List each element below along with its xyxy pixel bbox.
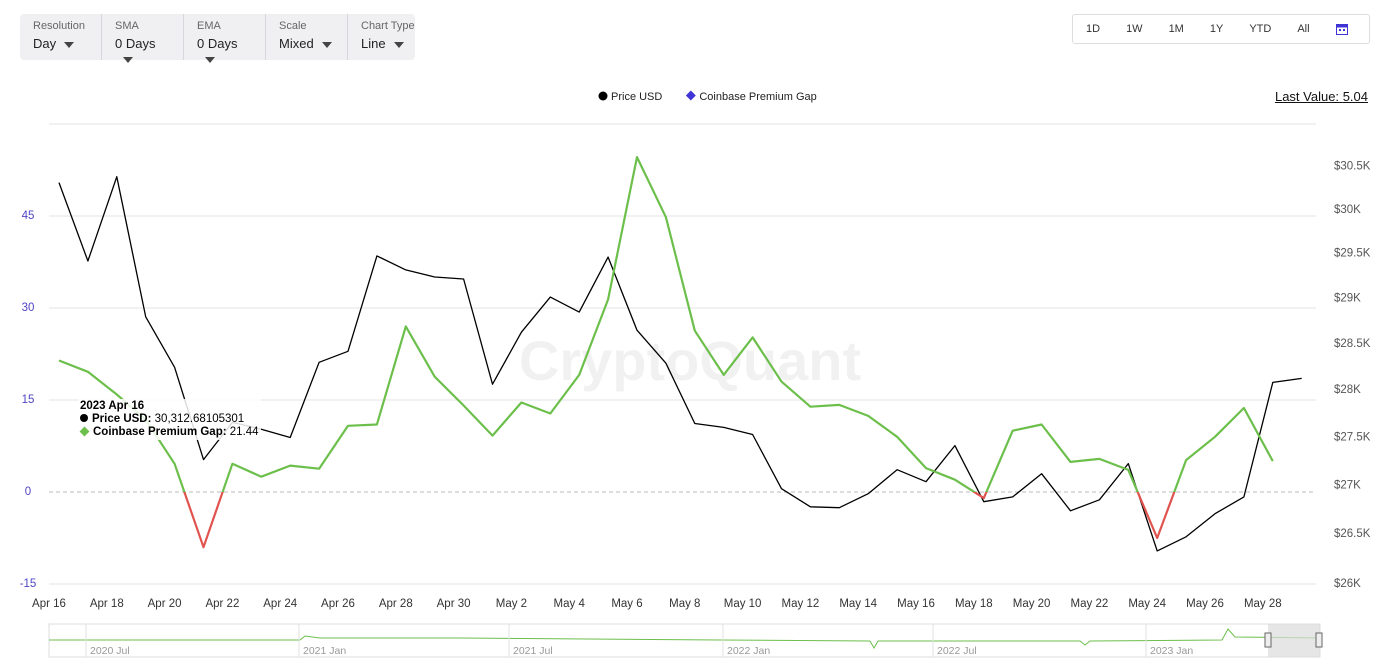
control-group[interactable]: Resolution Day	[20, 14, 102, 60]
tooltip-row: Coinbase Premium Gap 21.44	[79, 426, 259, 439]
legend-label: Price USD	[611, 91, 662, 103]
y2-tick-label: $28.5K	[1334, 338, 1371, 350]
navigator-handle[interactable]	[1264, 632, 1272, 648]
x-tick-label: May 28	[1244, 598, 1282, 610]
series-line	[58, 156, 1274, 549]
range-selector: 1D 1W 1M 1Y YTD All	[1072, 14, 1370, 44]
legend-label: Coinbase Premium Gap	[699, 91, 816, 103]
y2-tick-label: $27K	[1334, 479, 1361, 491]
navigator-label: 2021 Jul	[513, 645, 553, 657]
control-label: SMA	[115, 20, 139, 32]
control-group[interactable]: Scale Mixed	[266, 14, 348, 60]
control-label: Scale	[279, 20, 307, 32]
legend-marker	[685, 90, 696, 101]
y2-tick-label: $27.5K	[1334, 431, 1371, 443]
x-tick-label: Apr 22	[205, 598, 239, 610]
control-group[interactable]: EMA 0 Days	[184, 14, 266, 60]
control-value[interactable]: 0 Days	[197, 36, 252, 66]
navigator-label: 2023 Jan	[1150, 645, 1193, 657]
navigator-label: 2022 Jul	[937, 645, 977, 657]
last-value-number: 5.04	[1342, 89, 1368, 104]
x-tick-label: Apr 24	[263, 598, 297, 610]
tooltip-marker	[80, 414, 88, 422]
last-value-label: Last Value:	[1274, 89, 1340, 104]
range-button[interactable]: 1Y	[1209, 23, 1224, 35]
x-tick-label: Apr 16	[32, 598, 66, 610]
tooltip-row: Price USD 30,312.68105301	[80, 413, 259, 426]
control-value[interactable]: Mixed	[279, 36, 334, 51]
x-tick-label: May 6	[611, 598, 642, 610]
x-tick-label: May 12	[782, 598, 820, 610]
tooltip-value: 21.44	[229, 426, 259, 438]
legend-marker	[598, 91, 608, 101]
x-tick-label: May 10	[724, 598, 762, 610]
control-label: Resolution	[33, 20, 85, 32]
x-tick-label: May 16	[897, 598, 935, 610]
y2-tick-label: $29K	[1334, 292, 1361, 304]
control-group[interactable]: SMA 0 Days	[102, 14, 184, 60]
range-button[interactable]: 1M	[1168, 23, 1184, 35]
x-tick-label: May 22	[1071, 598, 1109, 610]
x-tick-label: May 24	[1128, 598, 1166, 610]
tooltip-value: 30,312.68105301	[154, 413, 245, 425]
y-tick-label: 0	[25, 486, 31, 498]
range-button[interactable]: 1W	[1126, 23, 1143, 35]
navigator-label: 2022 Jan	[727, 645, 770, 657]
x-tick-label: May 14	[839, 598, 877, 610]
y2-tick-label: $28K	[1334, 384, 1361, 396]
control-group[interactable]: Chart Type Line	[348, 14, 429, 60]
tooltip-series-name: Coinbase Premium Gap	[93, 426, 227, 438]
control-label: Chart Type	[361, 20, 415, 32]
y-tick-label: 30	[22, 302, 35, 314]
navigator-label: 2020 Jul	[90, 645, 130, 657]
x-tick-label: May 26	[1186, 598, 1224, 610]
x-tick-label: May 8	[669, 598, 700, 610]
navigator-label: 2021 Jan	[303, 645, 346, 657]
navigator-series	[49, 628, 1321, 650]
y2-tick-label: $26.5K	[1334, 528, 1371, 540]
x-tick-label: May 2	[496, 598, 527, 610]
range-button[interactable]: YTD	[1249, 23, 1272, 35]
y2-tick-label: $30K	[1334, 204, 1361, 216]
y-tick-label: 15	[22, 394, 35, 406]
control-value[interactable]: 0 Days	[115, 36, 170, 66]
series-line	[58, 176, 1302, 552]
y-tick-label: 45	[22, 210, 35, 222]
x-tick-label: Apr 26	[321, 598, 355, 610]
navigator-handle[interactable]	[1315, 632, 1323, 648]
x-tick-label: Apr 30	[437, 598, 471, 610]
y2-tick-label: $29.5K	[1334, 248, 1371, 260]
tooltip-title: 2023 Apr 16	[80, 400, 145, 412]
control-value[interactable]: Day	[33, 36, 88, 51]
x-tick-label: May 4	[554, 598, 586, 610]
tooltip-series-name: Price USD	[92, 413, 151, 425]
x-tick-label: Apr 20	[148, 598, 182, 610]
x-tick-label: May 20	[1013, 598, 1051, 610]
navigator-selection	[1268, 624, 1320, 657]
y-tick-label: -15	[20, 578, 37, 590]
calendar-button[interactable]	[1335, 22, 1349, 36]
range-button[interactable]: 1D	[1086, 23, 1101, 35]
range-button[interactable]: All	[1297, 23, 1310, 35]
y2-tick-label: $30.5K	[1334, 161, 1371, 173]
y2-tick-label: $26K	[1334, 578, 1361, 590]
chart-controls: Resolution Day SMA 0 Days EMA 0 Days Scale Mixe…	[20, 14, 415, 60]
control-label: EMA	[197, 20, 221, 32]
control-value[interactable]: Line	[361, 36, 416, 51]
watermark: CryptoQuant	[519, 329, 861, 392]
last-value: Last Value: 5.04	[1275, 89, 1368, 104]
tooltip-marker	[79, 426, 90, 437]
x-tick-label: Apr 28	[379, 598, 413, 610]
x-tick-label: Apr 18	[90, 598, 124, 610]
x-tick-label: May 18	[955, 598, 993, 610]
